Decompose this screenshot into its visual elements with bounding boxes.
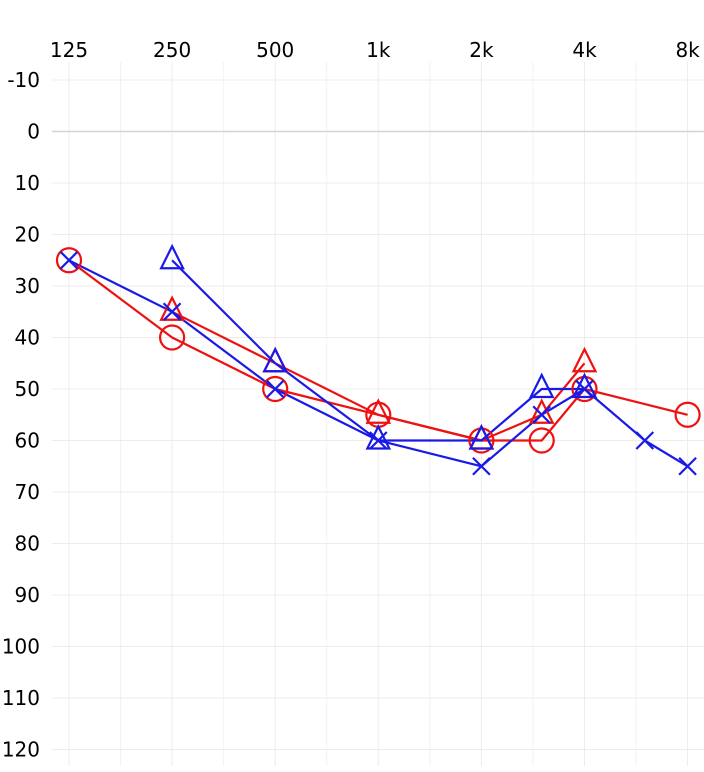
y-tick-label: -10 [7,68,40,92]
y-tick-label: 100 [2,635,40,659]
point-left-air [635,431,655,450]
point-left-air [369,431,388,450]
y-tick-label: 10 [15,171,40,195]
point-right-air [528,427,555,454]
y-tick-label: 70 [15,480,40,504]
x-tick-label: 4k [572,38,597,62]
y-tick-label: 90 [15,583,40,607]
y-tick-label: 110 [2,686,40,710]
y-tick-labels: -10 0 10 20 30 40 50 60 70 80 90 100 110 120 [2,68,40,762]
point-right-bone [571,346,598,373]
point-left-air [472,456,491,476]
y-tick-label: 50 [15,377,40,401]
y-tick-label: 0 [27,120,40,144]
point-right-air [262,375,289,403]
point-left-air [162,302,182,322]
point-left-air [532,405,551,425]
point-right-air [159,324,186,351]
point-left-air [59,250,79,270]
x-tick-label: 8k [675,38,700,62]
x-tick-labels: 125 250 500 1k 2k 4k 8k [50,38,700,62]
x-tick-label: 1k [366,38,391,62]
point-left-bone [571,372,598,399]
point-left-air [575,379,594,399]
point-left-bone [159,243,185,270]
point-left-bone [262,346,288,373]
y-tick-label: 80 [15,532,40,556]
point-left-bone [468,424,495,450]
y-tick-label: 40 [15,326,40,350]
point-right-bone [159,295,185,321]
point-right-air [55,247,83,274]
point-left-air [265,379,285,399]
point-left-bone [365,424,392,450]
y-tick-label: 30 [15,274,40,298]
x-tick-label: 250 [153,38,191,62]
series-markers [55,243,701,476]
point-left-air [678,456,697,476]
y-tick-label: 20 [15,223,40,247]
point-right-bone [528,398,555,424]
x-tick-label: 125 [50,38,88,62]
point-right-bone [365,398,392,424]
x-tick-label: 500 [256,38,294,62]
y-tick-label: 120 [2,738,40,762]
point-right-air [674,401,701,428]
y-tick-label: 60 [15,429,40,453]
point-left-bone [528,372,555,399]
x-tick-label: 2k [469,38,494,62]
